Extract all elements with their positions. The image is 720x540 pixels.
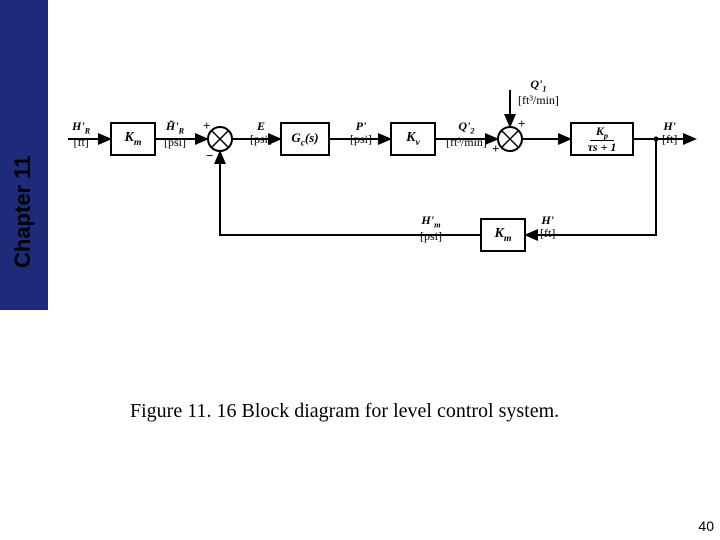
block-valve-kv: Kv (390, 122, 436, 156)
signal-q2: Q'2 [ft³/min] (446, 120, 487, 149)
signal-p: P' [psi] (350, 120, 372, 146)
slide: Chapter 11 Figure 11. 16 Block diagram f… (0, 0, 720, 540)
plus-sign: + (492, 141, 499, 157)
plant-denominator: τs + 1 (586, 141, 619, 153)
signal-hr-tilde: H̃'R [psi] (164, 120, 186, 149)
block-km-input: Km (110, 122, 156, 156)
block-km-feedback: Km (480, 218, 526, 252)
block-label: Km (495, 226, 512, 244)
plant-numerator: Kp (590, 125, 614, 142)
block-plant-tf: Kp τs + 1 (570, 122, 634, 156)
diagram-wires (60, 90, 710, 290)
signal-h-feedback: H' [ft] (540, 214, 555, 240)
signal-error: E [psi] (250, 120, 272, 146)
block-label: Km (125, 130, 142, 148)
minus-sign: − (206, 148, 213, 164)
block-label: Gc(s) (291, 130, 318, 148)
signal-q1-disturbance: Q'1 [ft³/min] (518, 78, 559, 107)
plus-sign: + (518, 116, 525, 132)
block-controller-gc: Gc(s) (280, 122, 330, 156)
figure-caption: Figure 11. 16 Block diagram for level co… (130, 400, 559, 423)
plus-sign: + (203, 118, 210, 134)
page-number: 40 (698, 518, 714, 534)
block-diagram: Km Gc(s) Kv Kp τs + 1 Km + − (60, 90, 710, 290)
chapter-label: Chapter 11 (10, 156, 36, 269)
block-label: Kv (406, 130, 420, 148)
signal-hr: H'R [ft] (72, 120, 90, 149)
signal-hm: H'm [psi] (420, 214, 442, 243)
signal-h-output: H' [ft] (662, 120, 677, 146)
